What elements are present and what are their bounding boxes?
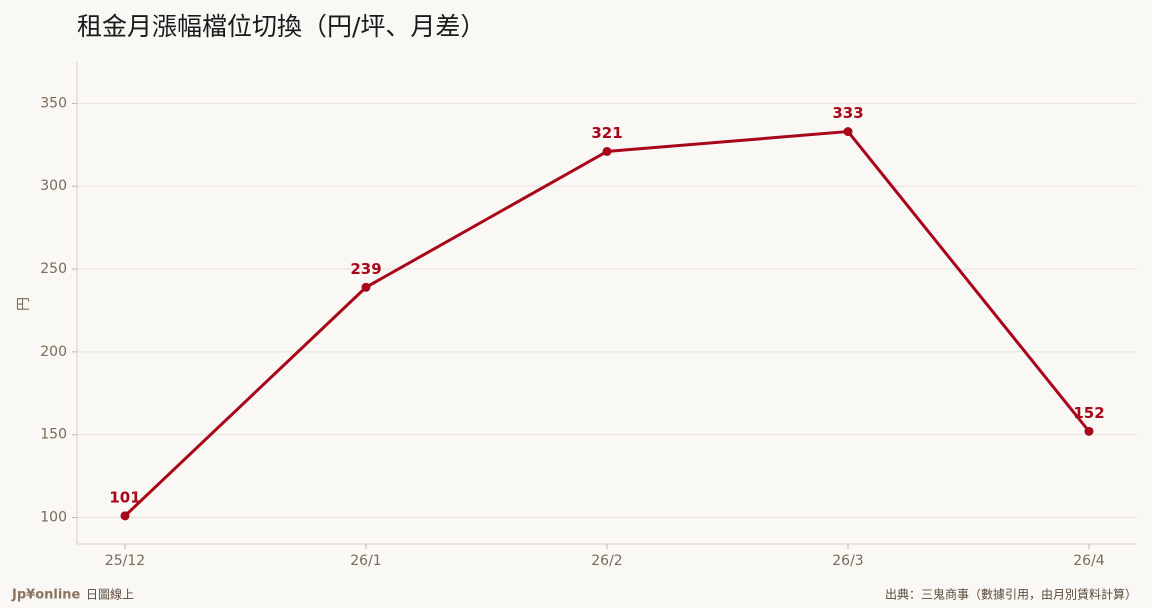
brand: Jp¥online: [11, 588, 81, 603]
x-tick-label: 25/12: [105, 553, 145, 569]
source-note: 出典：三鬼商事（數據引用，由月別賃料計算）: [885, 587, 1137, 602]
data-label: 152: [1073, 404, 1104, 422]
data-point: [843, 127, 853, 137]
data-label: 333: [832, 104, 863, 122]
y-tick-label: 150: [40, 427, 67, 443]
data-point: [120, 511, 130, 521]
data-label: 321: [591, 124, 622, 142]
y-axis-label: 円: [16, 297, 32, 311]
data-point: [602, 146, 612, 156]
chart-title: 租金月漲幅檔位切換（円/坪、月差）: [77, 12, 485, 41]
y-tick-label: 300: [40, 178, 67, 194]
y-tick-label: 200: [40, 344, 67, 360]
x-tick-label: 26/4: [1073, 553, 1105, 569]
data-label: 101: [109, 488, 140, 506]
data-label: 239: [350, 260, 381, 278]
y-tick-label: 250: [40, 261, 67, 277]
brand-sub: 日圖線上: [86, 587, 134, 602]
x-tick-label: 26/1: [350, 553, 381, 569]
x-tick-label: 26/3: [832, 553, 863, 569]
y-tick-label: 100: [40, 509, 67, 525]
y-tick-label: 350: [40, 95, 67, 111]
data-point: [1084, 426, 1094, 436]
data-point: [361, 282, 371, 292]
x-tick-label: 26/2: [591, 553, 622, 569]
